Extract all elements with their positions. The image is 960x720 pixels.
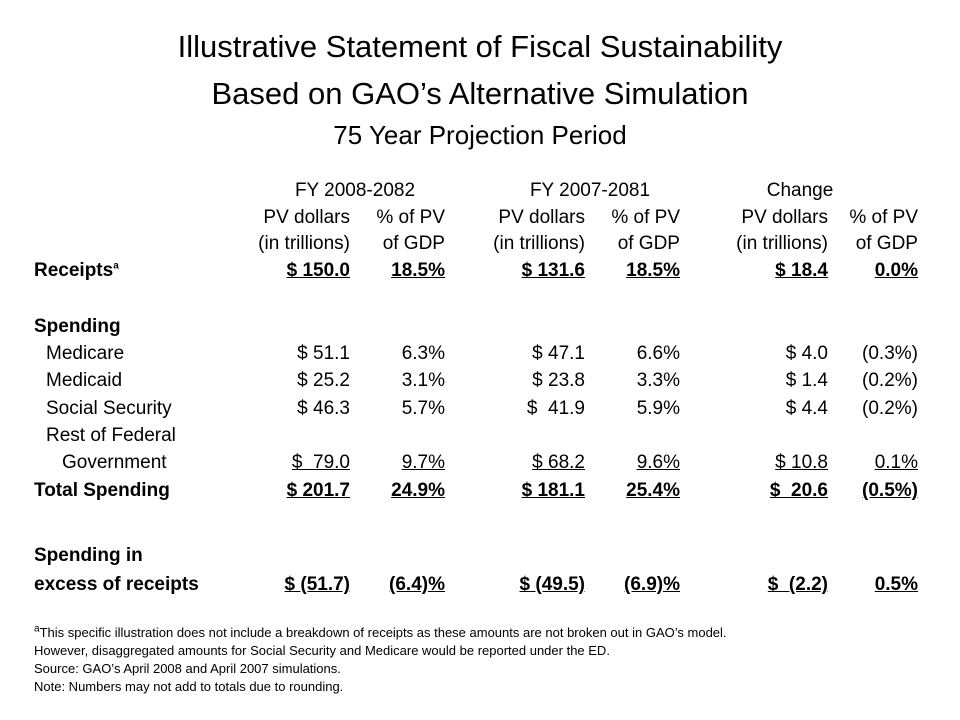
subheader-pv-unit-3: (in trillions) (736, 233, 828, 254)
cell-medicaid-pct-2008: 3.1% (401, 370, 445, 391)
subheader-pct-2: % of PV (611, 207, 680, 228)
cell-total-pct-2007: 25.4% (626, 480, 680, 501)
row-label-government: Government (62, 452, 167, 473)
row-label-medicare: Medicare (46, 343, 125, 364)
cell-medicare-pct-2007: 6.6% (636, 343, 680, 364)
cell-gov-pv-2008: $ 79.0 (291, 452, 350, 473)
cell-ss-pv-change: $ 4.4 (785, 398, 828, 419)
cell-gov-pct-2007: 9.6% (636, 452, 680, 473)
footnote-line-1: aThis specific illustration does not inc… (34, 623, 727, 640)
cell-medicaid-pct-change: (0.2%) (862, 370, 918, 391)
subheader-pct-gdp-2: of GDP (617, 233, 680, 254)
title-line-1: Illustrative Statement of Fiscal Sustain… (177, 29, 783, 64)
cell-ss-pct-2007: 5.9% (636, 398, 680, 419)
cell-medicaid-pct-2007: 3.3% (636, 370, 680, 391)
cell-receipts-pv-change: $ 18.4 (775, 260, 828, 281)
subheader-pct-gdp-1: of GDP (382, 233, 445, 254)
group-header-change: Change (766, 180, 834, 201)
cell-total-pct-change: (0.5%) (862, 480, 918, 501)
cell-medicaid-pv-2008: $ 25.2 (297, 370, 350, 391)
row-label-medicaid: Medicaid (46, 370, 123, 391)
cell-medicare-pct-change: (0.3%) (862, 343, 918, 364)
cell-medicare-pv-2008: $ 51.1 (297, 343, 350, 364)
cell-excess-pct-2007: (6.9)% (624, 574, 680, 595)
cell-excess-pv-change: $ (2.2) (767, 574, 828, 595)
cell-gov-pv-2007: $ 68.2 (532, 452, 585, 473)
subheader-pct-1: % of PV (376, 207, 445, 228)
footnote-marker: a (113, 260, 119, 272)
cell-receipts-pct-2008: 18.5% (391, 260, 445, 281)
cell-receipts-pct-change: 0.0% (874, 260, 918, 281)
footnote-line-4: Note: Numbers may not add to totals due … (34, 679, 344, 694)
cell-medicaid-pv-2007: $ 23.8 (532, 370, 585, 391)
cell-gov-pct-2008: 9.7% (401, 452, 445, 473)
cell-gov-pv-change: $ 10.8 (775, 452, 828, 473)
cell-receipts-pv-2008: $ 150.0 (286, 260, 350, 281)
row-label-spending-in: Spending in (34, 545, 143, 566)
cell-receipts-pct-2007: 18.5% (626, 260, 680, 281)
cell-medicaid-pv-change: $ 1.4 (785, 370, 828, 391)
cell-excess-pv-2008: $ (51.7) (284, 574, 350, 595)
cell-excess-pv-2007: $ (49.5) (519, 574, 585, 595)
cell-receipts-pv-2007: $ 131.6 (521, 260, 585, 281)
subheader-pv-1: PV dollars (263, 207, 350, 228)
cell-excess-pct-2008: (6.4)% (389, 574, 445, 595)
cell-ss-pv-2007: $ 41.9 (526, 398, 585, 419)
title-line-3: 75 Year Projection Period (333, 120, 627, 150)
subheader-pct-3: % of PV (849, 207, 918, 228)
subheader-pct-gdp-3: of GDP (855, 233, 918, 254)
subheader-pv-unit-2: (in trillions) (493, 233, 585, 254)
cell-ss-pct-2008: 5.7% (401, 398, 445, 419)
row-label-total-spending: Total Spending (34, 480, 170, 501)
cell-excess-pct-change: 0.5% (874, 574, 918, 595)
cell-total-pv-change: $ 20.6 (769, 480, 828, 501)
cell-ss-pv-2008: $ 46.3 (297, 398, 350, 419)
row-label-social-security: Social Security (46, 398, 172, 419)
group-header-fy2007: FY 2007-2081 (529, 180, 651, 201)
cell-total-pv-2008: $ 201.7 (286, 480, 350, 501)
cell-medicare-pct-2008: 6.3% (401, 343, 445, 364)
cell-ss-pct-change: (0.2%) (862, 398, 918, 419)
cell-total-pv-2007: $ 181.1 (521, 480, 585, 501)
subheader-pv-unit-1: (in trillions) (258, 233, 350, 254)
subheader-pv-3: PV dollars (741, 207, 828, 228)
cell-gov-pct-change: 0.1% (874, 452, 918, 473)
footnote-sup: a (34, 623, 40, 635)
cell-medicare-pv-2007: $ 47.1 (532, 343, 585, 364)
title-line-2: Based on GAO’s Alternative Simulation (211, 76, 749, 111)
footnote-line-2: However, disaggregated amounts for Socia… (34, 643, 610, 658)
cell-medicare-pv-change: $ 4.0 (785, 343, 828, 364)
row-label-excess-of-receipts: excess of receipts (34, 574, 199, 595)
row-label-spending: Spending (34, 316, 121, 337)
footnote-line-3: Source: GAO’s April 2008 and April 2007 … (34, 661, 341, 676)
group-header-fy2008: FY 2008-2082 (294, 180, 416, 201)
subheader-pv-2: PV dollars (498, 207, 585, 228)
row-label-receipts: Receiptsa (34, 260, 119, 281)
cell-total-pct-2008: 24.9% (391, 480, 445, 501)
row-label-rest-of-federal: Rest of Federal (46, 425, 176, 446)
